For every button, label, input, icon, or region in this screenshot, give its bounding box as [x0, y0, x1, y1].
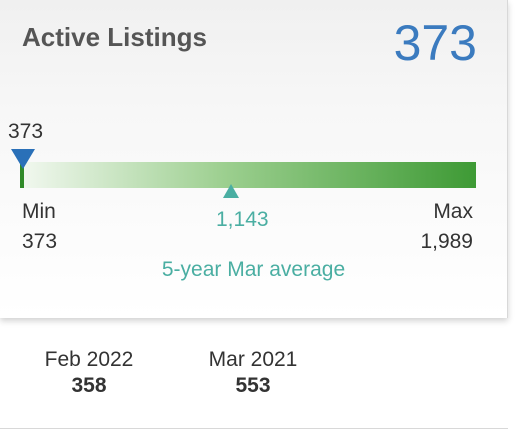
min-label: Min: [22, 200, 56, 223]
range-bar-gradient: [20, 162, 476, 188]
max-value: 1,989: [420, 230, 473, 253]
history-period: Mar 2021: [208, 348, 298, 371]
history-item: Feb 2022 358: [4, 348, 174, 398]
average-marker-icon: [223, 184, 239, 198]
divider: [0, 428, 508, 429]
range-bar-start: [20, 162, 24, 188]
history-value: 553: [235, 374, 271, 397]
average-caption: 5-year Mar average: [161, 258, 346, 281]
current-pointer-icon: [11, 149, 35, 169]
history-period: Feb 2022: [44, 348, 134, 371]
max-label: Max: [433, 200, 473, 223]
range-bar: [20, 162, 476, 188]
min-value: 373: [22, 230, 58, 253]
history-item: Mar 2021 553: [168, 348, 338, 398]
range-current-label: 373: [8, 120, 44, 143]
card-title: Active Listings: [22, 22, 207, 52]
average-value: 1,143: [216, 208, 269, 231]
current-value: 373: [393, 15, 477, 71]
history-value: 358: [71, 374, 107, 397]
active-listings-card: Active Listings 373 373 Min 373 1,143 Ma…: [0, 0, 508, 318]
